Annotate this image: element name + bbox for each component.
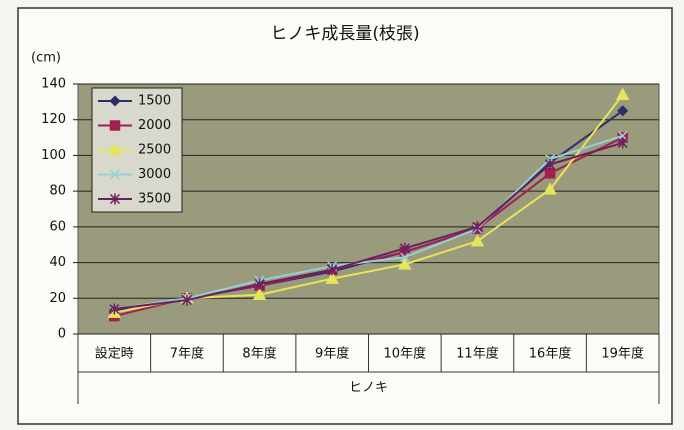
- data-point: [399, 242, 410, 254]
- y-tick-label: 120: [41, 112, 66, 127]
- y-tick-label: 140: [41, 77, 66, 92]
- data-point: [325, 271, 339, 284]
- data-point: [617, 130, 628, 141]
- legend-marker: [109, 169, 121, 180]
- legend-label: 3000: [138, 167, 171, 182]
- data-point: [252, 287, 267, 300]
- y-tick-label: 80: [49, 184, 66, 199]
- data-point: [472, 221, 483, 233]
- y-tick-label: 20: [49, 291, 66, 306]
- series-line: [114, 141, 623, 310]
- x-tick-label: 設定時: [95, 346, 134, 362]
- x-tick-label: 11年度: [456, 346, 499, 362]
- legend-label: 1500: [138, 94, 171, 109]
- y-axis-label: (cm): [31, 51, 61, 66]
- x-tick-label: 8年度: [242, 346, 276, 362]
- x-tick-label: 10年度: [384, 346, 427, 362]
- data-point: [617, 137, 628, 149]
- data-point: [544, 168, 556, 179]
- data-point: [327, 264, 338, 276]
- data-point: [181, 294, 192, 306]
- legend-marker: [108, 142, 122, 156]
- data-point: [398, 257, 412, 270]
- series-line: [114, 134, 623, 310]
- x-axis-label: ヒノキ: [349, 381, 388, 396]
- data-point: [109, 303, 120, 315]
- y-tick-label: 40: [49, 255, 66, 270]
- x-tick-label: 7年度: [170, 346, 204, 362]
- data-point: [543, 182, 557, 195]
- legend-marker: [109, 193, 121, 205]
- legend-label: 2000: [138, 118, 171, 133]
- chart-title: ヒノキ成長量(枝張): [270, 24, 419, 44]
- x-tick-label: 16年度: [529, 346, 572, 362]
- legend-label: 2500: [138, 143, 171, 158]
- legend-label: 3500: [138, 192, 171, 207]
- legend-marker: [109, 120, 121, 131]
- legend-marker: [109, 95, 121, 107]
- x-tick-label: 19年度: [601, 346, 644, 362]
- data-point: [254, 278, 265, 290]
- y-tick-label: 100: [41, 148, 66, 163]
- data-point: [615, 87, 630, 100]
- data-point: [399, 252, 410, 263]
- x-tick-label: 9年度: [315, 346, 349, 362]
- y-tick-label: 60: [49, 219, 66, 234]
- data-point: [545, 158, 556, 170]
- data-point: [470, 234, 485, 247]
- data-point: [617, 105, 629, 117]
- y-tick-label: 0: [58, 327, 66, 342]
